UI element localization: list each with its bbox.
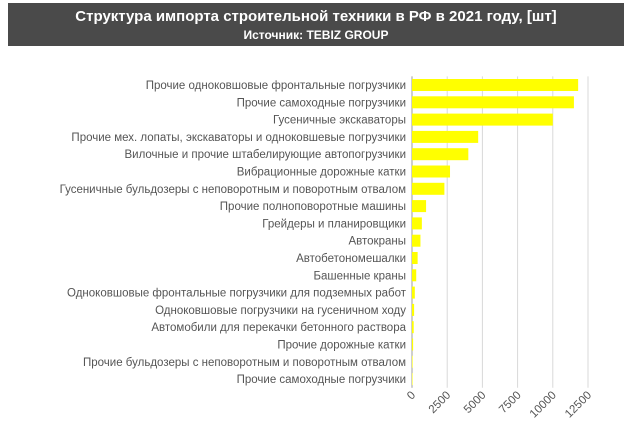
category-label: Прочие бульдозеры с неповоротным и повор…: [83, 357, 406, 369]
bar: [412, 200, 427, 213]
bar: [412, 217, 422, 230]
category-label-layer: Прочие одноковшовые фронтальные погрузчи…: [60, 80, 407, 386]
category-label: Автобетономешалки: [296, 253, 406, 265]
chart-subtitle: Источник: TEBIZ GROUP: [243, 28, 389, 42]
bar: [412, 79, 579, 91]
x-tick-label: 7500: [497, 389, 524, 416]
bar: [412, 321, 414, 334]
x-tick-layer: 0 2500 5000 7500 10000 12500: [405, 389, 594, 420]
bar: [412, 286, 415, 299]
x-tick-label: 5000: [462, 389, 489, 416]
bar: [412, 96, 574, 109]
category-label: Вилочные и прочие штабелирующие автопогр…: [124, 149, 406, 161]
category-label: Одноковшовые погрузчики на гусеничном хо…: [155, 305, 406, 317]
category-label: Автомобили для перекачки бетонного раств…: [151, 322, 406, 334]
category-label: Башенные краны: [313, 270, 406, 282]
x-tick-label: 2500: [427, 389, 454, 416]
bar: [412, 355, 413, 368]
category-label: Автокраны: [349, 236, 407, 248]
bar: [412, 165, 451, 178]
bar: [412, 252, 418, 264]
bar: [412, 338, 414, 351]
category-label: Гусеничные бульдозеры с неповоротным и п…: [60, 184, 406, 196]
category-label: Прочие полноповоротные машины: [220, 201, 406, 213]
chart-header: Структура импорта строительной техники в…: [8, 3, 624, 46]
bar: [412, 130, 479, 143]
category-label: Одноковшовые фронтальные погрузчики для …: [67, 288, 407, 300]
bar: [412, 182, 445, 195]
bar: [412, 113, 553, 126]
bar: [412, 148, 469, 161]
grid-layer: [411, 76, 589, 388]
category-label: Вибрационные дорожные катки: [237, 167, 406, 179]
category-label: Прочие самоходные погрузчики: [237, 97, 406, 109]
bar: [412, 303, 415, 316]
category-label: Грейдеры и планировщики: [262, 218, 406, 230]
category-label: Гусеничные экскаваторы: [273, 115, 406, 127]
bar: [412, 373, 413, 386]
x-tick-label: 0: [405, 389, 418, 402]
bar: [412, 234, 421, 247]
x-tick-label: 12500: [563, 389, 594, 420]
category-label: Прочие дорожные катки: [277, 340, 406, 352]
category-label: Прочие одноковшовые фронтальные погрузчи…: [146, 80, 406, 92]
bar-layer: [412, 79, 579, 386]
chart-title: Структура импорта строительной техники в…: [75, 8, 557, 25]
bar: [412, 269, 417, 282]
x-tick-label: 10000: [528, 389, 559, 420]
category-label: Прочие мех. лопаты, экскаваторы и одноко…: [71, 132, 406, 144]
category-label: Прочие самоходные погрузчики: [237, 374, 406, 386]
